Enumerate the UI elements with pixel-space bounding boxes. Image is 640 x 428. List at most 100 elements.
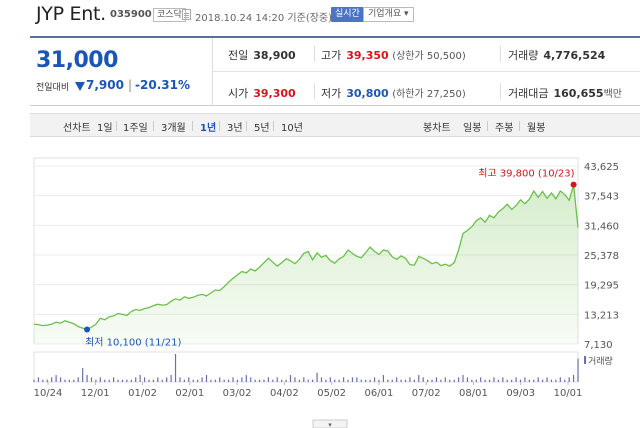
y-tick-label: 13,213 bbox=[584, 310, 619, 321]
volume-bar bbox=[294, 377, 296, 382]
volume-bar bbox=[59, 377, 62, 382]
volume-bar bbox=[272, 379, 274, 382]
current-price-box: 31,000 전일대비 7,900 | -20.31% bbox=[30, 38, 213, 106]
stat-value: 160,655 bbox=[553, 87, 604, 100]
period-tab-1y[interactable]: 1년 bbox=[200, 123, 217, 134]
stat-high: 고가 39,350 (상한가 50,500) bbox=[321, 47, 466, 63]
volume-bar bbox=[404, 379, 407, 382]
volume-bar bbox=[303, 377, 305, 382]
candle-tab-monthly[interactable]: 월봉 bbox=[527, 123, 546, 134]
divider bbox=[116, 121, 117, 131]
volume-bar bbox=[369, 379, 371, 382]
price-line bbox=[33, 184, 579, 331]
volume-bar bbox=[413, 379, 415, 382]
volume-bar bbox=[373, 377, 376, 382]
low-label: 최저 10,100 (11/21) bbox=[85, 337, 181, 349]
candle-tab-daily[interactable]: 일봉 bbox=[463, 123, 482, 134]
volume-bar bbox=[572, 375, 575, 382]
market-badge: 코스닥 bbox=[153, 8, 186, 22]
price-chart-svg[interactable]: 43,625 37,543 31,460 25,378 19,295 13,213 7,13… bbox=[30, 146, 640, 428]
y-tick-label: 31,460 bbox=[584, 221, 619, 232]
volume-bar bbox=[480, 377, 482, 382]
stat-value: 39,350 bbox=[346, 49, 389, 62]
period-tab-1d[interactable]: 1일 bbox=[97, 123, 113, 134]
volume-bar bbox=[533, 379, 535, 382]
volume-bar bbox=[360, 379, 362, 382]
period-tab-5y[interactable]: 5년 bbox=[254, 123, 270, 134]
candle-tab-weekly[interactable]: 주봉 bbox=[495, 123, 514, 134]
volume-bar bbox=[179, 377, 181, 382]
chart-resize-handle bbox=[312, 419, 348, 428]
volume-bar bbox=[205, 375, 208, 382]
volume-bar bbox=[356, 377, 358, 382]
volume-bar bbox=[519, 379, 522, 382]
volume-bar bbox=[568, 377, 570, 382]
company-name[interactable]: JYP Ent. bbox=[36, 3, 106, 25]
volume-bar bbox=[104, 379, 106, 382]
volume-bar bbox=[475, 379, 477, 382]
volume-bar bbox=[126, 379, 128, 382]
x-tick-label: 08/01 bbox=[459, 388, 488, 399]
corp-overview-dropdown[interactable]: 기업개요 ▾ bbox=[363, 7, 414, 22]
volume-bar bbox=[488, 379, 491, 382]
volume-bar bbox=[351, 377, 354, 382]
period-tab-1w[interactable]: 1주일 bbox=[123, 123, 148, 134]
volume-bar bbox=[400, 379, 402, 382]
volume-bar bbox=[130, 379, 132, 382]
stock-header: JYP Ent. 035900 코스닥 2018.10.24 14:20 기준(… bbox=[0, 0, 640, 30]
period-tab-10y[interactable]: 10년 bbox=[281, 123, 303, 134]
volume-bar bbox=[312, 379, 314, 382]
down-arrow-icon bbox=[75, 82, 85, 91]
volume-bar bbox=[564, 379, 566, 382]
volume-bar bbox=[241, 377, 243, 382]
stat-prev-close: 전일 38,900 bbox=[228, 47, 296, 63]
change-rate-value: -20.31% bbox=[135, 78, 191, 92]
corp-overview-label: 기업개요 bbox=[368, 9, 402, 19]
volume-bar bbox=[148, 379, 150, 382]
change-label: 전일대비 bbox=[36, 83, 70, 93]
volume-bar bbox=[391, 379, 393, 382]
volume-bar bbox=[449, 379, 451, 382]
x-tick-label: 02/01 bbox=[175, 388, 204, 399]
divider bbox=[314, 46, 315, 62]
volume-bar bbox=[431, 379, 433, 382]
current-price: 31,000 bbox=[36, 48, 118, 73]
period-tab-3m[interactable]: 3개월 bbox=[161, 123, 186, 134]
candle-chart-label: 봉차트 bbox=[423, 123, 451, 134]
volume-bar bbox=[440, 379, 442, 382]
stat-value: 39,300 bbox=[253, 87, 296, 100]
stat-label: 전일 bbox=[228, 49, 249, 62]
volume-bar bbox=[99, 377, 101, 382]
realtime-button[interactable]: 실시간 bbox=[331, 7, 364, 22]
volume-bar bbox=[502, 377, 504, 382]
price-panel: 31,000 전일대비 7,900 | -20.31% 전일 38,900 고가 39… bbox=[30, 36, 640, 106]
x-tick-label: 07/02 bbox=[412, 388, 441, 399]
stat-volume: 거래량 4,776,524 bbox=[508, 47, 605, 63]
divider bbox=[487, 121, 488, 131]
volume-bar bbox=[453, 379, 455, 382]
volume-bar bbox=[528, 379, 530, 382]
volume-bar bbox=[90, 377, 93, 382]
line-chart-label: 선차트 bbox=[63, 123, 91, 134]
volume-bar bbox=[316, 372, 318, 382]
volume-bar bbox=[550, 379, 553, 382]
volume-bar bbox=[329, 377, 331, 382]
lower-limit: (하한가 27,250) bbox=[392, 89, 466, 100]
volume-bar bbox=[515, 377, 517, 382]
document-icon[interactable] bbox=[182, 9, 191, 20]
y-tick-label: 43,625 bbox=[584, 162, 619, 173]
x-tick-label: 12/01 bbox=[81, 388, 110, 399]
volume-bar bbox=[546, 377, 548, 382]
volume-bar bbox=[166, 377, 168, 382]
chevron-down-icon[interactable]: ▾ bbox=[328, 421, 332, 428]
volume-bar bbox=[409, 377, 411, 382]
divider bbox=[213, 71, 640, 72]
volume-bar bbox=[466, 377, 469, 382]
period-tab-3y[interactable]: 3년 bbox=[227, 123, 243, 134]
high-label: 최고 39,800 (10/23) bbox=[478, 168, 574, 180]
volume-bar bbox=[511, 379, 513, 382]
volume-bar bbox=[462, 375, 464, 382]
volume-bar bbox=[334, 379, 336, 382]
price-chart[interactable]: 43,625 37,543 31,460 25,378 19,295 13,213 7,13… bbox=[30, 146, 640, 428]
volume-bar bbox=[95, 379, 97, 382]
